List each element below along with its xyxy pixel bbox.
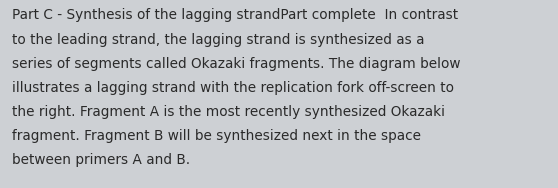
Text: between primers A and B.: between primers A and B.: [12, 153, 190, 167]
Text: series of segments called Okazaki fragments. The diagram below: series of segments called Okazaki fragme…: [12, 57, 461, 70]
Text: Part C - Synthesis of the lagging strandPart complete  In contrast: Part C - Synthesis of the lagging strand…: [12, 8, 459, 22]
Text: illustrates a lagging strand with the replication fork off-screen to: illustrates a lagging strand with the re…: [12, 81, 454, 95]
Text: the right. Fragment A is the most recently synthesized Okazaki: the right. Fragment A is the most recent…: [12, 105, 445, 119]
Text: to the leading strand, the lagging strand is synthesized as a: to the leading strand, the lagging stran…: [12, 33, 425, 46]
Text: fragment. Fragment B will be synthesized next in the space: fragment. Fragment B will be synthesized…: [12, 129, 421, 143]
